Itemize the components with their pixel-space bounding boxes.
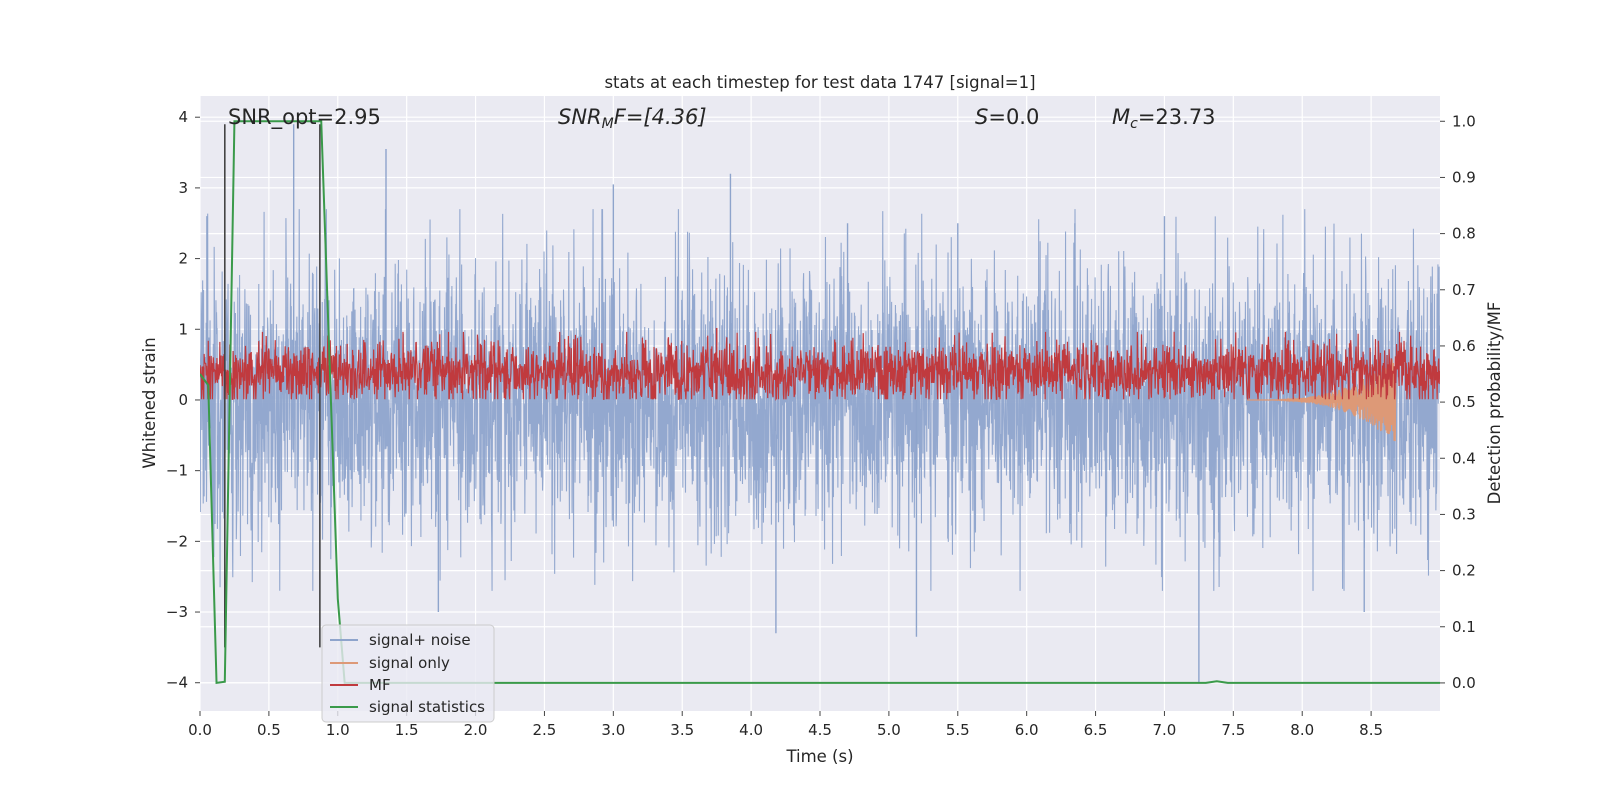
series-mf-line [200, 331, 1440, 401]
x-tick-label: 5.5 [946, 721, 970, 739]
y-tick-label-left: 3 [178, 179, 188, 197]
legend-label-signal-noise: signal+ noise [369, 631, 471, 649]
x-tick-label: 7.0 [1153, 721, 1177, 739]
y-tick-label-right: 0.6 [1452, 337, 1476, 355]
x-tick-label: 8.5 [1359, 721, 1383, 739]
y-tick-label-right: 0.0 [1452, 674, 1476, 692]
legend-box [321, 624, 495, 723]
legend-label-mf: MF [369, 676, 391, 694]
annotation-mc-label: M [1112, 105, 1130, 129]
annotation-snr-mf-label: SNR [558, 105, 602, 129]
x-tick-label: 1.0 [326, 721, 350, 739]
y-tick-label-left: 4 [178, 108, 188, 126]
annotation-mc-sub: c [1130, 116, 1138, 132]
y-tick-label-left: −4 [166, 674, 188, 692]
legend: signal+ noise signal only MF signal stat… [321, 624, 495, 723]
legend-label-signal-only: signal only [369, 654, 450, 672]
annotation-mc: Mc=23.73 [1112, 105, 1216, 132]
x-axis-label: Time (s) [785, 747, 853, 766]
y-tick-label-right: 1.0 [1452, 112, 1476, 130]
annotation-s: S=0.0 [975, 105, 1039, 129]
y-axis-label-right: Detection probability/MF [1485, 302, 1504, 505]
x-tick-label: 6.5 [1084, 721, 1108, 739]
y-tick-label-left: 2 [178, 250, 188, 268]
annotation-snr-mf-rest: F=[4.36] [614, 105, 707, 129]
annotation-s-label: S [975, 105, 988, 129]
chart-title: stats at each timestep for test data 174… [604, 73, 1035, 92]
y-tick-label-left: 1 [178, 320, 188, 338]
y-tick-label-left: −3 [166, 603, 188, 621]
axis-ticks: 0.0 0.5 1.0 1.5 2.0 2.5 3.0 3.5 4.0 4.5 5.0 5.5 6.0 6… [166, 108, 1476, 739]
annotation-mc-rest: =23.73 [1138, 105, 1216, 129]
legend-label-signal-statistics: signal statistics [369, 698, 485, 716]
y-tick-label-right: 0.3 [1452, 505, 1476, 523]
y-axis-label-left: Whitened strain [140, 337, 159, 468]
x-tick-label: 8.0 [1290, 721, 1314, 739]
x-tick-label: 4.0 [739, 721, 763, 739]
y-tick-label-left: −2 [166, 532, 188, 550]
y-tick-label-right: 0.5 [1452, 393, 1476, 411]
annotation-s-rest: =0.0 [988, 105, 1039, 129]
annotation-snr-opt: SNR_opt=2.95 [228, 105, 381, 130]
y-tick-label-right: 0.2 [1452, 562, 1476, 580]
y-tick-label-right: 0.7 [1452, 281, 1476, 299]
y-tick-label-right: 0.9 [1452, 168, 1476, 186]
y-tick-label-right: 0.8 [1452, 225, 1476, 243]
x-tick-label: 4.5 [808, 721, 832, 739]
x-tick-label: 3.5 [670, 721, 694, 739]
x-tick-label: 7.5 [1221, 721, 1245, 739]
y-tick-label-left: 0 [178, 391, 188, 409]
x-tick-label: 6.0 [1015, 721, 1039, 739]
annotation-snr-mf-sub: M [602, 116, 614, 132]
x-tick-label: 0.5 [257, 721, 281, 739]
y-tick-label-right: 0.4 [1452, 449, 1476, 467]
annotation-snr-mf: SNRMF=[4.36] [558, 105, 707, 132]
series-signal-noise-line [200, 209, 1440, 591]
y-tick-label-right: 0.1 [1452, 618, 1476, 636]
series-signal-statistics-line [200, 120, 1440, 685]
y-tick-label-left: −1 [166, 462, 188, 480]
x-tick-label: 1.5 [395, 721, 419, 739]
x-tick-label: 0.0 [188, 721, 212, 739]
x-tick-label: 5.0 [877, 721, 901, 739]
x-tick-label: 2.5 [533, 721, 557, 739]
series-layer [200, 120, 1440, 685]
x-tick-label: 2.0 [464, 721, 488, 739]
x-tick-label: 3.0 [601, 721, 625, 739]
